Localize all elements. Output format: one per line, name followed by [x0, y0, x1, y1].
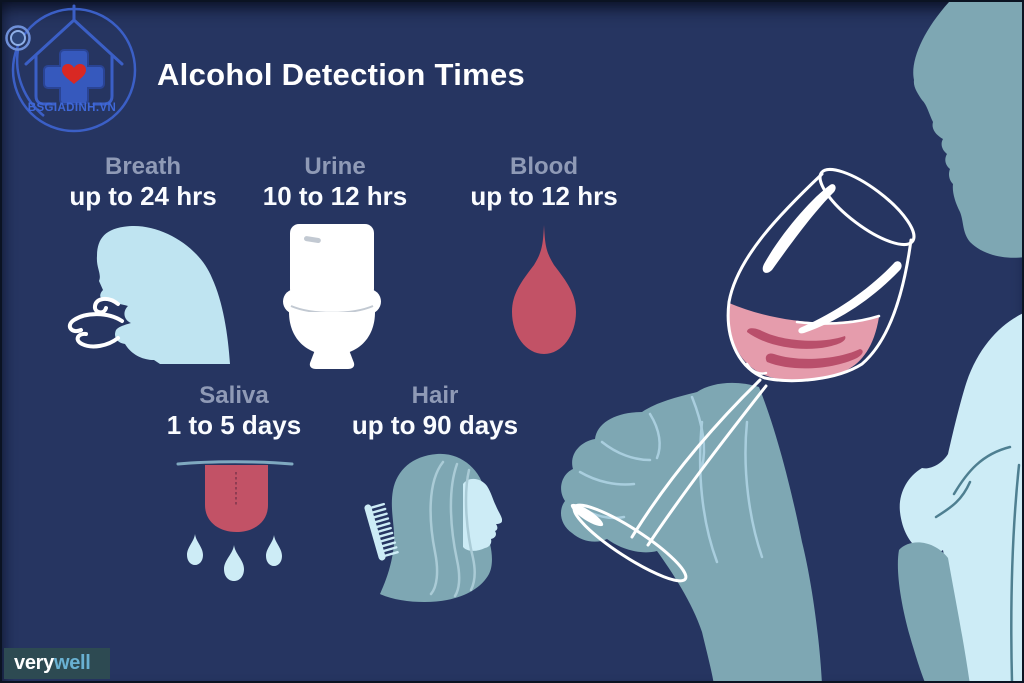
house-icon	[24, 4, 124, 106]
site-logo-text: BSGIADINH.VN	[27, 102, 117, 114]
verywell-logo: very well	[4, 648, 110, 679]
heart-icon	[62, 64, 86, 84]
person-forearm	[897, 542, 970, 681]
mouth-line	[176, 460, 294, 466]
wine-swirl-1	[747, 328, 846, 349]
item-label: Saliva	[199, 382, 269, 409]
hair-strands	[429, 460, 476, 598]
item-label: Breath	[104, 153, 182, 180]
saliva-droplets	[187, 534, 282, 581]
toilet-tank	[290, 224, 374, 298]
item-breath: Breath up to 24 hrs	[31, 152, 255, 212]
item-urine: Urine 10 to 12 hrs	[223, 152, 447, 212]
toilet-flush-mark	[303, 236, 321, 244]
tongue-drool-icon	[176, 460, 294, 581]
item-duration: up to 12 hrs	[470, 181, 618, 211]
site-logo	[5, 4, 137, 133]
woman-face	[463, 478, 502, 551]
glass-stem	[630, 378, 768, 547]
breath-mouth-icon	[67, 225, 230, 364]
hair-head-comb-icon	[364, 453, 502, 602]
glass-highlight-1	[762, 184, 836, 273]
stethoscope-tube	[15, 49, 45, 117]
wine-glass	[570, 167, 916, 583]
item-label: Hair	[411, 382, 459, 409]
person-face	[913, 2, 1022, 258]
toilet-base	[309, 350, 355, 369]
stethoscope-earpiece-inner	[10, 30, 26, 46]
glass-highlight-2	[798, 261, 902, 334]
item-duration: 10 to 12 hrs	[262, 181, 408, 211]
item-saliva: Saliva 1 to 5 days	[122, 381, 346, 441]
sleeve-fold-lines	[934, 445, 1021, 681]
item-duration: up to 90 days	[351, 410, 519, 440]
blood-drop-icon	[512, 225, 576, 354]
item-label: Urine	[304, 153, 366, 180]
person-hand	[560, 382, 822, 681]
item-duration: up to 24 hrs	[69, 181, 217, 211]
item-duration: 1 to 5 days	[166, 410, 302, 440]
wine-swirl-2	[765, 349, 863, 369]
toilet-seat	[283, 289, 381, 314]
breath-swirls	[67, 297, 124, 349]
glass-base	[570, 503, 688, 583]
item-blood: Blood up to 12 hrs	[432, 152, 656, 212]
stethoscope-earpiece-icon	[5, 25, 31, 51]
item-label: Blood	[510, 153, 578, 180]
item-hair: Hair up to 90 days	[323, 381, 547, 441]
toilet-bowl	[289, 312, 375, 355]
toilet-icon	[283, 224, 381, 369]
verywell-logo-part1: very	[14, 652, 54, 674]
medical-cross-icon	[43, 49, 105, 105]
glass-bowl	[726, 167, 916, 383]
comb-icon	[364, 502, 399, 561]
page-title: Alcohol Detection Times	[157, 57, 526, 92]
verywell-logo-part2: well	[53, 652, 91, 674]
